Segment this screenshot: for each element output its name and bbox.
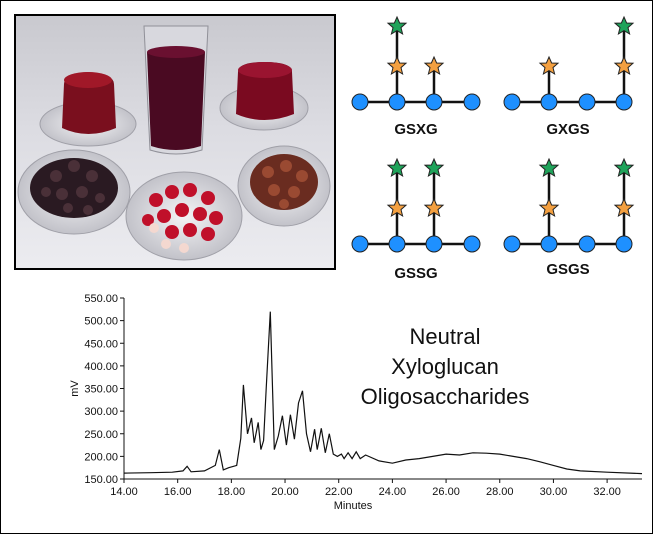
y-tick-label: 500.00 bbox=[84, 316, 118, 328]
x-tick-label: 14.00 bbox=[110, 486, 138, 498]
x-tick-label: 32.00 bbox=[593, 486, 621, 498]
y-axis-label: mV bbox=[69, 380, 81, 397]
glycan-label: GSXG bbox=[394, 121, 437, 138]
glycan-gssg: GSSG bbox=[351, 158, 481, 282]
annotation-line: Oligosaccharides bbox=[361, 384, 530, 409]
glycan-label: GSGS bbox=[546, 261, 589, 278]
x-tick-label: 22.00 bbox=[325, 486, 353, 498]
y-tick-label: 150.00 bbox=[84, 474, 118, 486]
x-tick-label: 28.00 bbox=[486, 486, 514, 498]
y-tick-label: 450.00 bbox=[84, 338, 118, 350]
x-tick-label: 20.00 bbox=[271, 486, 299, 498]
y-tick-label: 300.00 bbox=[84, 406, 118, 418]
cranberry-photo-illustration bbox=[16, 16, 334, 268]
chromatogram-plot: 150.00 200.00 250.00 300.00 350.00 400.00 450.… bbox=[69, 293, 643, 512]
x-axis-label: Minutes bbox=[334, 500, 373, 512]
x-tick-label: 18.00 bbox=[218, 486, 246, 498]
glycan-label: GXGS bbox=[546, 121, 589, 138]
y-tick-label: 200.00 bbox=[84, 451, 118, 463]
y-tick-label: 350.00 bbox=[84, 384, 118, 396]
x-tick-label: 30.00 bbox=[540, 486, 568, 498]
x-tick-label: 24.00 bbox=[379, 486, 407, 498]
glycan-gsxg: GSXG bbox=[351, 16, 481, 138]
x-tick-label: 26.00 bbox=[432, 486, 460, 498]
cranberry-products-photo bbox=[14, 14, 336, 270]
chromatogram: 150.00 200.00 250.00 300.00 350.00 400.00 450.… bbox=[60, 288, 650, 532]
chart-annotation: Neutral Xyloglucan Oligosaccharides bbox=[361, 324, 530, 409]
annotation-line: Neutral bbox=[410, 324, 481, 349]
xyloglucan-structures: GSXG GXGS GSSG bbox=[340, 8, 650, 288]
glycan-gxgs: GXGS bbox=[503, 16, 634, 138]
chromatogram-trace bbox=[123, 311, 643, 475]
glycan-label: GSSG bbox=[394, 265, 437, 282]
y-tick-label: 550.00 bbox=[84, 293, 118, 305]
x-tick-label: 16.00 bbox=[164, 486, 192, 498]
annotation-line: Xyloglucan bbox=[391, 354, 499, 379]
y-tick-label: 250.00 bbox=[84, 429, 118, 441]
y-tick-label: 400.00 bbox=[84, 361, 118, 373]
glycan-gsgs: GSGS bbox=[503, 158, 634, 278]
